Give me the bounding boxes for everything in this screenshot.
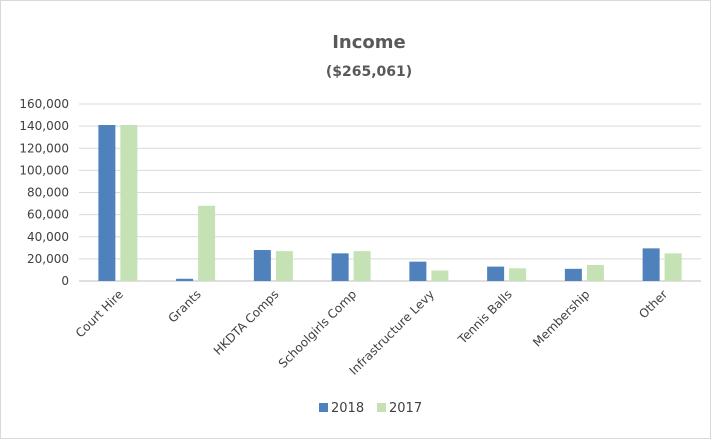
bars — [98, 125, 682, 281]
x-tick-label: Other — [636, 287, 670, 321]
y-tick-label: 160,000 — [19, 97, 69, 111]
x-tick-label: Court Hire — [73, 287, 126, 340]
y-axis-ticks: 0 20,000 40,000 60,000 80,000 100,000 120,000 1… — [19, 97, 69, 288]
bar-2017 — [198, 205, 216, 281]
legend: 2018 2017 — [319, 401, 422, 416]
y-tick-label: 80,000 — [27, 186, 69, 200]
x-tick-label: HKDTA Comps — [211, 287, 282, 358]
bar-2018 — [176, 278, 194, 281]
chart-title: Income — [332, 32, 406, 53]
gridlines — [79, 103, 701, 282]
x-tick-label: Grants — [165, 287, 203, 325]
bar-2018 — [253, 250, 271, 281]
y-tick-label: 40,000 — [27, 230, 69, 244]
bar-2017 — [509, 268, 527, 281]
legend-label: 2018 — [331, 401, 364, 416]
bar-2017 — [431, 270, 449, 281]
bar-2018 — [487, 266, 505, 281]
x-tick-label: Tennis Balls — [455, 287, 515, 347]
bar-2018 — [331, 253, 349, 281]
y-tick-label: 100,000 — [19, 163, 69, 177]
bar-2018 — [409, 261, 427, 281]
y-tick-label: 120,000 — [19, 141, 69, 155]
y-tick-label: 60,000 — [27, 208, 69, 222]
chart-subtitle: ($265,061) — [326, 64, 412, 80]
y-tick-label: 140,000 — [19, 119, 69, 133]
bar-2017 — [353, 251, 371, 281]
y-tick-label: 0 — [61, 274, 69, 288]
bar-2018 — [98, 125, 116, 281]
bar-2017 — [586, 264, 604, 281]
bar-2018 — [564, 268, 582, 281]
x-tick-label: Schoolgirls Comp — [276, 287, 360, 371]
x-tick-label: Membership — [530, 287, 592, 349]
bar-2017 — [275, 251, 293, 281]
x-tick-label: Infrastructure Levy — [346, 287, 437, 378]
legend-swatch — [377, 403, 386, 412]
legend-label: 2017 — [389, 401, 422, 416]
bar-2018 — [642, 248, 660, 281]
bar-2017 — [120, 125, 138, 281]
legend-swatch — [319, 403, 328, 412]
bar-2017 — [664, 253, 682, 281]
y-tick-label: 20,000 — [27, 252, 69, 266]
